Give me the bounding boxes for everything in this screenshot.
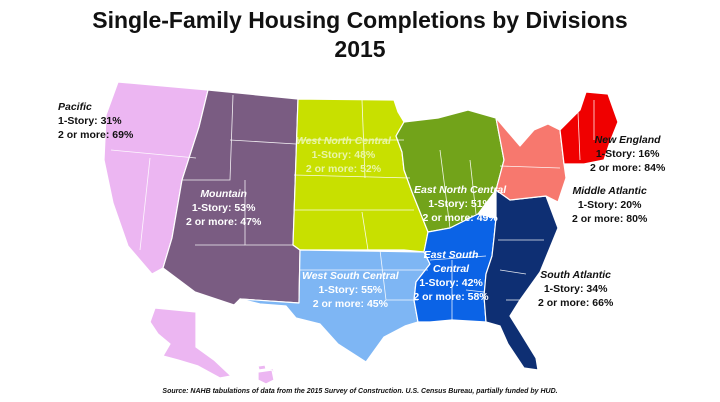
one-story-share: 1-Story: 34% [543, 283, 608, 295]
division-name: East North Central [414, 184, 507, 196]
division-name: East South Central [423, 249, 479, 275]
label-pacific: Pacific 1-Story: 31% 2 or more: 69% [58, 100, 133, 142]
one-story-share: 1-Story: 55% [318, 284, 383, 296]
two-or-more-share: 2 or more: 84% [590, 162, 666, 174]
region-new-england [559, 91, 619, 165]
one-story-share: 1-Story: 31% [58, 115, 122, 127]
one-story-share: 1-Story: 51% [428, 198, 492, 210]
two-or-more-share: 2 or more: 52% [305, 163, 382, 175]
one-story-share: 1-Story: 42% [419, 277, 483, 289]
two-or-more-share: 2 or more: 66% [538, 297, 614, 309]
one-story-share: 1-Story: 16% [595, 148, 660, 160]
source-note: Source: NAHB tabulations of data from th… [162, 388, 558, 395]
label-west-north-central: West North Central 1-Story: 48% 2 or mor… [296, 134, 391, 176]
label-east-south-central: East South Central 1-Story: 42% 2 or mor… [410, 248, 492, 304]
two-or-more-share: 2 or more: 45% [312, 298, 388, 310]
title-line-1: Single-Family Housing Completions by Div… [92, 7, 628, 33]
division-name: West South Central [302, 270, 399, 282]
region-hawaii [257, 364, 275, 385]
label-new-england: New England 1-Story: 16% 2 or more: 84% [590, 133, 665, 175]
label-south-atlantic: South Atlantic 1-Story: 34% 2 or more: 6… [538, 268, 613, 310]
division-name: South Atlantic [540, 269, 612, 281]
region-alaska [149, 307, 232, 379]
label-middle-atlantic: Middle Atlantic 1-Story: 20% 2 or more: … [572, 184, 647, 226]
state-borders [110, 94, 595, 320]
one-story-share: 1-Story: 20% [577, 199, 642, 211]
region-south-atlantic [483, 189, 559, 371]
two-or-more-share: 2 or more: 49% [422, 212, 498, 224]
two-or-more-share: 2 or more: 47% [186, 216, 262, 228]
label-west-south-central: West South Central 1-Story: 55% 2 or mor… [302, 269, 399, 311]
region-middle-atlantic [495, 117, 567, 203]
two-or-more-share: 2 or more: 58% [413, 291, 489, 303]
chart-title: Single-Family Housing Completions by Div… [0, 6, 720, 64]
division-name: Pacific [58, 101, 92, 113]
division-name: West North Central [296, 135, 391, 147]
label-east-north-central: East North Central 1-Story: 51% 2 or mor… [414, 183, 506, 225]
division-name: New England [594, 134, 661, 146]
label-mountain: Mountain 1-Story: 53% 2 or more: 47% [186, 187, 261, 229]
division-name: Mountain [200, 188, 247, 200]
two-or-more-share: 2 or more: 69% [58, 129, 134, 141]
two-or-more-share: 2 or more: 80% [572, 213, 648, 225]
division-name: Middle Atlantic [572, 185, 647, 197]
one-story-share: 1-Story: 53% [191, 202, 256, 214]
title-line-2: 2015 [334, 36, 386, 62]
one-story-share: 1-Story: 48% [311, 149, 376, 161]
